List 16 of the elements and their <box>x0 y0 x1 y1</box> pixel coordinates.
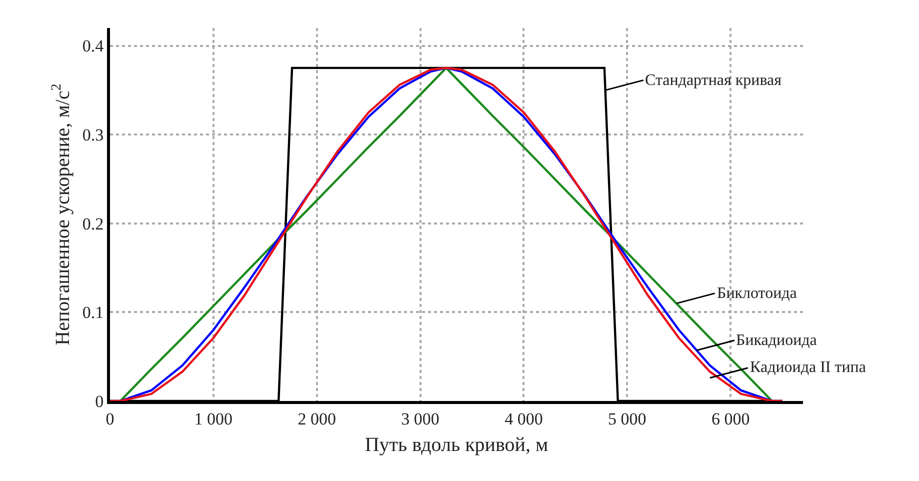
annotation: Бикадиоида <box>736 332 817 349</box>
x-tick-label: 2 000 <box>298 409 336 428</box>
x-tick-label: 1 000 <box>194 409 233 428</box>
y-tick-label: 0 <box>95 392 104 411</box>
x-tick-label: 4 000 <box>504 409 543 428</box>
y-tick-label: 0.4 <box>82 36 104 56</box>
x-tick-label: 3 000 <box>401 409 440 428</box>
x-tick-label: 6 000 <box>711 409 750 428</box>
x-tick-label: 5 000 <box>608 409 646 428</box>
annotation: Кадиоида II типа <box>750 359 866 376</box>
y-tick-label: 0.2 <box>82 214 104 234</box>
y-tick-label: 0.3 <box>82 126 104 145</box>
annotation: Стандартная кривая <box>645 72 782 89</box>
annotation: Биклотоида <box>717 285 797 302</box>
y-tick-label: 0.1 <box>82 303 104 322</box>
x-axis-title: Путь вдоль кривой, м <box>364 434 549 456</box>
